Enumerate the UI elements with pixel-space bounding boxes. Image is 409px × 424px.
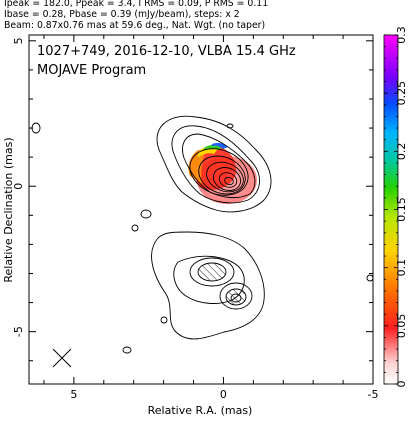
y-tick-label: -5	[12, 326, 25, 337]
plot-frame	[28, 34, 374, 385]
hatched-region	[226, 289, 246, 305]
colorbar-tick-label: 0.25	[395, 81, 408, 106]
contour	[160, 316, 168, 324]
contour	[156, 115, 272, 213]
contour	[140, 209, 152, 219]
header-line-beam: Beam: 0.87x0.76 mas at 59.6 deg., Nat. W…	[4, 20, 266, 31]
hatched-regions	[198, 263, 246, 305]
contour	[226, 123, 234, 129]
colorbar-tick-label: 0.05	[395, 314, 408, 339]
header-line-peak: Ipeak = 182.0, Ppeak = 3.4, I RMS = 0.09…	[4, 0, 269, 9]
contour	[31, 122, 41, 134]
contour	[189, 148, 249, 196]
panel-subtitle: MOJAVE Program	[37, 63, 146, 78]
beam-minor-axis	[52, 348, 72, 368]
x-tick-label: 0	[220, 388, 227, 401]
contour	[219, 282, 253, 310]
colorbar-tick-label: 0	[395, 381, 408, 388]
colorbar-tick-label: 0.2	[395, 143, 408, 161]
colorbar-tick-label: 0.3	[395, 26, 408, 44]
contour	[182, 133, 256, 199]
pol-blob-orange	[188, 150, 206, 184]
y-tick-label: 0	[12, 183, 25, 190]
panel-title: 1027+749, 2016-12-10, VLBA 15.4 GHz	[37, 44, 296, 59]
contour	[189, 257, 235, 287]
contour	[212, 167, 242, 191]
x-tick-label: 5	[70, 388, 77, 401]
contour	[218, 172, 238, 188]
contour	[122, 346, 132, 354]
colorbar-tick-label: 0.15	[395, 197, 408, 222]
contour	[151, 231, 265, 340]
colorbar-tick-label: 0.1	[395, 259, 408, 277]
intensity-contours	[31, 115, 373, 354]
colorbar-ticks: 0 0.05 0.1 0.15 0.2 0.25 0.3	[384, 26, 408, 388]
contour	[366, 274, 373, 282]
x-tick-label: -5	[368, 388, 379, 401]
contour	[171, 125, 260, 204]
x-axis-title: Relative R.A. (mas)	[148, 404, 253, 417]
contour	[224, 176, 234, 186]
contour	[206, 161, 244, 193]
contour	[198, 155, 246, 195]
axis-ticks: 5 0 -5 5 0 -5	[12, 35, 378, 401]
header-line-base: Ibase = 0.28, Pbase = 0.39 (mJy/beam), s…	[4, 9, 240, 20]
pol-blob-dot	[231, 170, 235, 174]
beam-marker	[52, 348, 72, 368]
y-tick-label: 5	[12, 37, 25, 44]
contour	[131, 224, 139, 232]
hatched-region	[198, 263, 226, 281]
y-axis-title: Relative Declination (mas)	[2, 137, 15, 282]
